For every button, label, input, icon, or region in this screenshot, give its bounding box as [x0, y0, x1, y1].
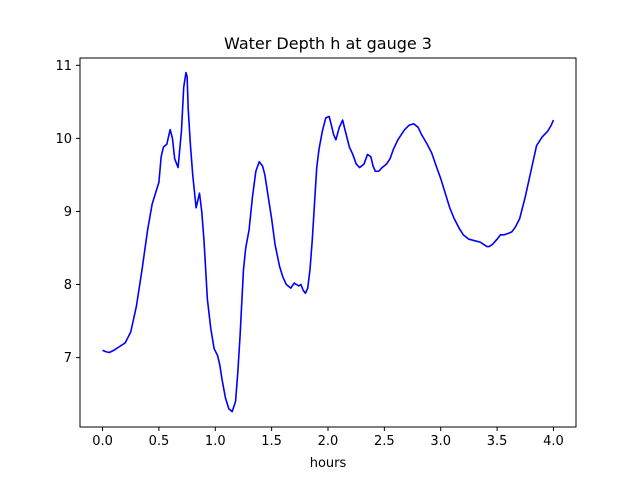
y-axis-ticks: 7 8 9 10 11 [55, 59, 80, 366]
x-tick-label: 3.5 [487, 434, 508, 449]
x-axis-label: hours [310, 456, 347, 471]
x-tick-label: 0.0 [92, 434, 113, 449]
y-tick-label: 10 [55, 132, 72, 147]
axes-frame [79, 57, 577, 428]
plot-area [79, 57, 577, 428]
x-tick-label: 3.0 [430, 434, 451, 449]
x-tick-label: 1.5 [261, 434, 282, 449]
x-tick-label: 2.5 [374, 434, 395, 449]
series-line-1 [102, 71, 555, 413]
y-tick-label: 8 [64, 278, 72, 293]
x-tick-label: 4.0 [543, 434, 564, 449]
x-tick-label: 0.5 [149, 434, 170, 449]
x-tick-label: 1.0 [205, 434, 226, 449]
x-tick-label: 2.0 [318, 434, 339, 449]
x-axis-ticks: 0.0 0.5 1.0 1.5 2.0 2.5 3.0 3.5 4.0 [92, 427, 564, 449]
y-tick-label: 7 [64, 351, 72, 366]
chart-title: Water Depth h at gauge 3 [224, 34, 432, 53]
y-tick-label: 9 [64, 205, 72, 220]
y-tick-label: 11 [55, 59, 72, 74]
